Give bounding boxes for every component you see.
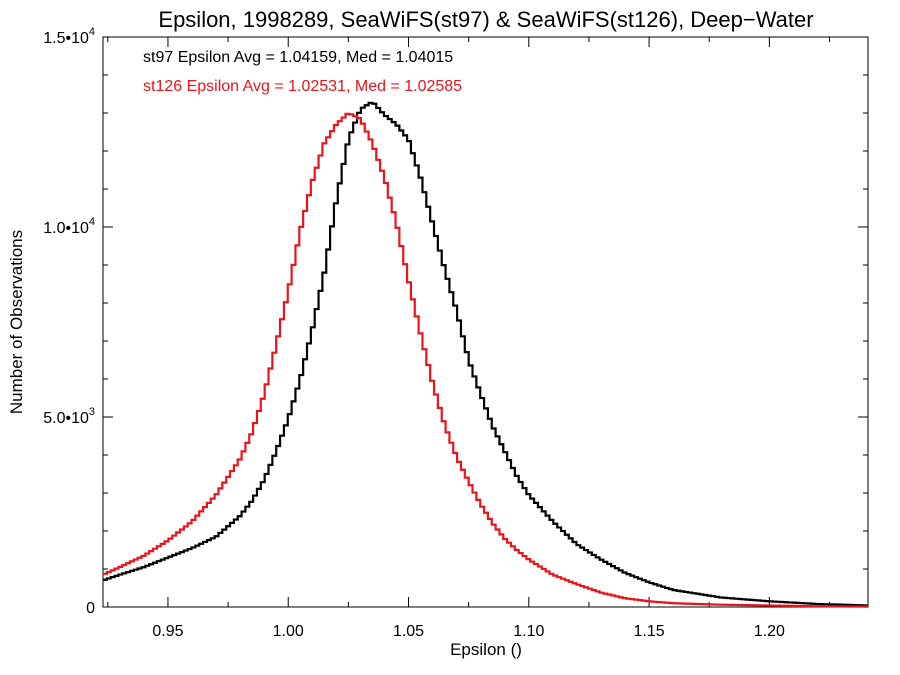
x-tick-label: 1.05 bbox=[393, 623, 424, 640]
y-tick-label: 1.0•104 bbox=[43, 216, 95, 237]
plot-frame bbox=[102, 36, 869, 608]
y-tick-exponent: 4 bbox=[89, 216, 95, 228]
y-tick-exponent: 4 bbox=[89, 26, 95, 38]
axis-ticks: 0.95 1.00 1.05 1.10 1.15 1.2005.0•1031.0•1041… bbox=[43, 26, 868, 640]
x-tick-label: 1.00 bbox=[273, 623, 304, 640]
x-tick-label: 1.10 bbox=[513, 623, 544, 640]
y-tick-mantissa: 0 bbox=[86, 600, 95, 617]
annotation-st97: st97 Epsilon Avg = 1.04159, Med = 1.0401… bbox=[143, 49, 453, 66]
y-tick-label: 0 bbox=[86, 600, 95, 617]
annotation-st126: st126 Epsilon Avg = 1.02531, Med = 1.025… bbox=[143, 78, 462, 95]
x-tick-label: 0.95 bbox=[152, 623, 183, 640]
y-tick-mantissa: 1.0•10 bbox=[43, 220, 89, 237]
y-axis-label: Number of Observations bbox=[7, 230, 26, 414]
y-tick-exponent: 3 bbox=[89, 406, 95, 418]
y-tick-mantissa: 1.5•10 bbox=[43, 30, 89, 47]
y-tick-label: 1.5•104 bbox=[43, 26, 95, 47]
chart-title: Epsilon, 1998289, SeaWiFS(st97) & SeaWiF… bbox=[158, 7, 813, 32]
series-layer bbox=[103, 101, 868, 608]
series-1-line bbox=[103, 112, 868, 608]
series-0-line bbox=[103, 101, 868, 607]
x-axis-label: Epsilon () bbox=[450, 640, 522, 659]
x-tick-label: 1.20 bbox=[754, 623, 785, 640]
y-tick-mantissa: 5.0•10 bbox=[43, 410, 89, 427]
x-tick-label: 1.15 bbox=[634, 623, 665, 640]
y-tick-label: 5.0•103 bbox=[43, 406, 95, 427]
